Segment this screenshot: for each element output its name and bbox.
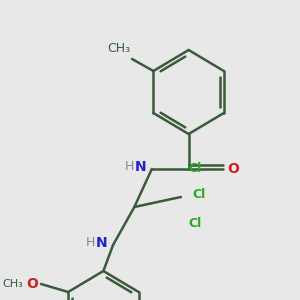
Text: N: N: [96, 236, 107, 250]
Text: CH₃: CH₃: [3, 279, 24, 289]
Text: H: H: [86, 236, 96, 250]
Text: O: O: [26, 277, 38, 291]
Text: H: H: [125, 160, 134, 173]
Text: CH₃: CH₃: [107, 42, 130, 55]
Text: Cl: Cl: [189, 162, 202, 175]
Text: O: O: [227, 162, 239, 176]
Text: N: N: [134, 160, 146, 174]
Text: Cl: Cl: [193, 188, 206, 202]
Text: Cl: Cl: [189, 217, 202, 230]
